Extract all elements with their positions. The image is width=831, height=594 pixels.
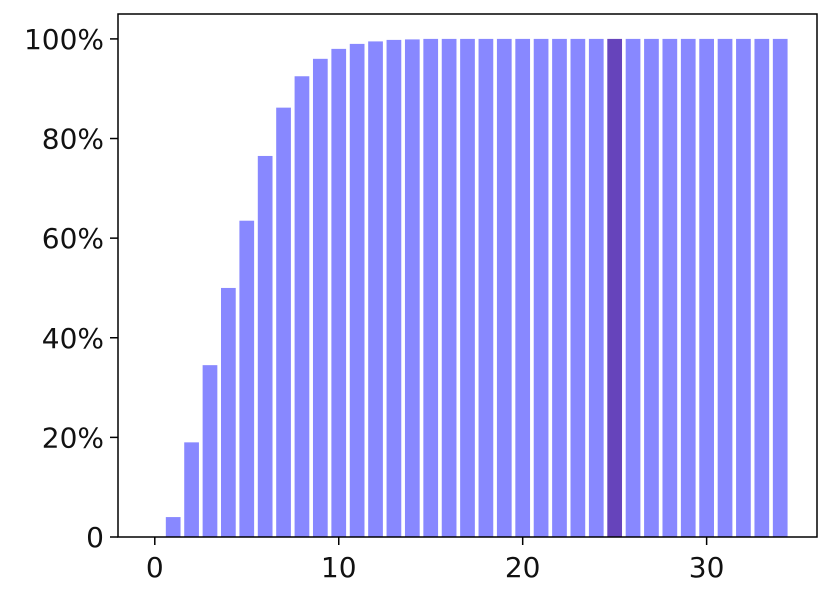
bar: [515, 38, 531, 538]
bar: [588, 38, 604, 538]
bar: [276, 107, 291, 537]
bar: [257, 155, 273, 537]
y-tick-label: 40%: [42, 322, 104, 355]
bar: [202, 365, 218, 537]
bar: [239, 220, 255, 537]
bar: [423, 38, 439, 538]
y-tick-label: 0: [86, 521, 104, 554]
bar: [662, 38, 678, 538]
x-tick-label: 0: [146, 551, 164, 584]
bar: [478, 38, 494, 538]
bar: [496, 38, 512, 538]
bar: [404, 39, 420, 538]
bar: [772, 38, 788, 538]
bar: [441, 38, 457, 538]
bar-highlighted: [607, 38, 623, 538]
bar: [165, 517, 181, 537]
bar: [644, 38, 659, 538]
bar: [331, 48, 347, 538]
bar: [552, 38, 567, 538]
bar: [717, 38, 733, 538]
bar: [699, 38, 714, 538]
bar: [221, 287, 236, 537]
bar: [754, 38, 770, 538]
x-tick-label: 20: [505, 551, 541, 584]
bar: [625, 38, 641, 538]
x-axis: 0 10 20 30: [146, 537, 725, 584]
y-tick-label: 20%: [42, 421, 104, 454]
plot-frame: [117, 13, 818, 538]
bar: [736, 38, 751, 538]
bar: [680, 38, 696, 538]
y-tick-label: 80%: [42, 123, 104, 156]
bar: [368, 41, 383, 538]
bar: [460, 38, 475, 538]
y-tick-label: 60%: [42, 222, 104, 255]
bar: [184, 442, 199, 537]
bar: [294, 76, 310, 537]
y-axis: 0 20% 40% 60% 80% 100%: [24, 23, 118, 554]
bar: [349, 43, 365, 537]
x-tick-label: 30: [689, 551, 725, 584]
bar: [533, 38, 549, 538]
x-tick-label: 10: [321, 551, 357, 584]
bar: [570, 38, 586, 538]
bars-group: [165, 38, 788, 538]
bar: [386, 39, 402, 538]
y-tick-label: 100%: [24, 23, 104, 56]
bar: [312, 58, 328, 537]
